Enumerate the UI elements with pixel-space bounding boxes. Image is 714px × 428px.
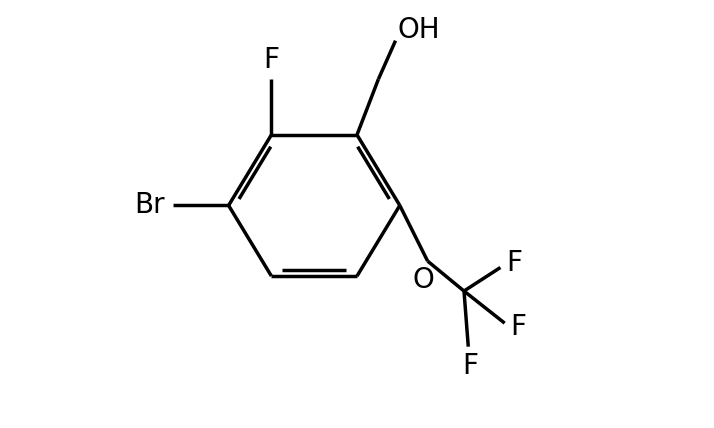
Text: OH: OH [398,16,441,44]
Text: F: F [511,313,526,342]
Text: F: F [463,352,478,380]
Text: Br: Br [134,191,165,220]
Text: F: F [506,249,522,277]
Text: F: F [263,46,279,74]
Text: O: O [413,266,434,294]
